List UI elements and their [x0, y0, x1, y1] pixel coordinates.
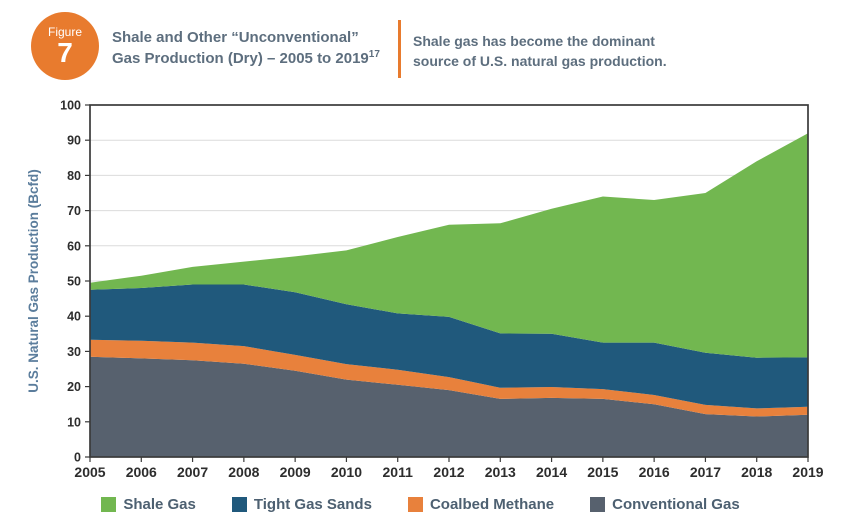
- svg-text:2007: 2007: [177, 464, 208, 480]
- coalbed-methane-swatch-icon: [407, 497, 423, 512]
- svg-text:50: 50: [67, 275, 81, 289]
- svg-text:80: 80: [67, 169, 81, 183]
- tight-gas-sands-swatch-icon: [231, 497, 247, 512]
- svg-text:2019: 2019: [792, 464, 823, 480]
- svg-text:2016: 2016: [639, 464, 670, 480]
- svg-text:70: 70: [67, 204, 81, 218]
- header-divider: [398, 20, 401, 78]
- svg-text:100: 100: [60, 99, 81, 113]
- legend-label: Conventional Gas: [612, 496, 740, 513]
- figure-title: Shale and Other “Unconventional” Gas Pro…: [112, 27, 380, 69]
- svg-text:60: 60: [67, 239, 81, 253]
- svg-text:2011: 2011: [383, 464, 414, 480]
- figure-title-line1: Shale and Other “Unconventional”: [112, 29, 359, 46]
- svg-text:2005: 2005: [74, 464, 105, 480]
- svg-text:2012: 2012: [433, 464, 464, 480]
- legend-label: Shale Gas: [123, 496, 196, 513]
- legend-item-coalbed-methane: Coalbed Methane: [407, 496, 555, 513]
- conventional-gas-swatch-icon: [590, 497, 606, 512]
- svg-text:10: 10: [67, 415, 81, 429]
- svg-text:2017: 2017: [690, 464, 721, 480]
- svg-text:2008: 2008: [228, 464, 259, 480]
- svg-text:2009: 2009: [280, 464, 311, 480]
- svg-text:2014: 2014: [536, 464, 567, 480]
- figure-badge-label: Figure: [47, 25, 82, 39]
- figure-title-line2: Gas Production (Dry) – 2005 to 201917: [112, 49, 380, 68]
- svg-text:0: 0: [74, 451, 81, 465]
- svg-text:30: 30: [67, 345, 81, 359]
- legend-label: Tight Gas Sands: [253, 496, 372, 513]
- figure-badge: Figure 7: [31, 12, 99, 80]
- legend-item-shale-gas: Shale Gas: [101, 496, 196, 513]
- figure-subtitle: Shale gas has become the dominant source…: [413, 31, 667, 71]
- legend-item-tight-gas-sands: Tight Gas Sands: [231, 496, 372, 513]
- legend-label: Coalbed Methane: [429, 496, 555, 513]
- svg-text:40: 40: [67, 310, 81, 324]
- legend-item-conventional-gas: Conventional Gas: [590, 496, 740, 513]
- svg-text:U.S. Natural Gas Production (B: U.S. Natural Gas Production (Bcfd): [26, 169, 41, 393]
- footnote-superscript: 17: [368, 49, 380, 60]
- svg-text:2018: 2018: [741, 464, 772, 480]
- figure-badge-number: 7: [57, 37, 73, 68]
- shale-gas-swatch-icon: [101, 497, 117, 512]
- svg-text:2006: 2006: [126, 464, 157, 480]
- svg-text:2013: 2013: [485, 464, 516, 480]
- svg-text:90: 90: [67, 134, 81, 148]
- chart-legend: Shale Gas Tight Gas Sands Coalbed Methan…: [0, 496, 841, 513]
- figure-subtitle-line1: Shale gas has become the dominant: [413, 33, 655, 49]
- svg-text:2010: 2010: [331, 464, 362, 480]
- svg-text:2015: 2015: [587, 464, 618, 480]
- svg-text:20: 20: [67, 380, 81, 394]
- figure-subtitle-line2: source of U.S. natural gas production.: [413, 53, 667, 69]
